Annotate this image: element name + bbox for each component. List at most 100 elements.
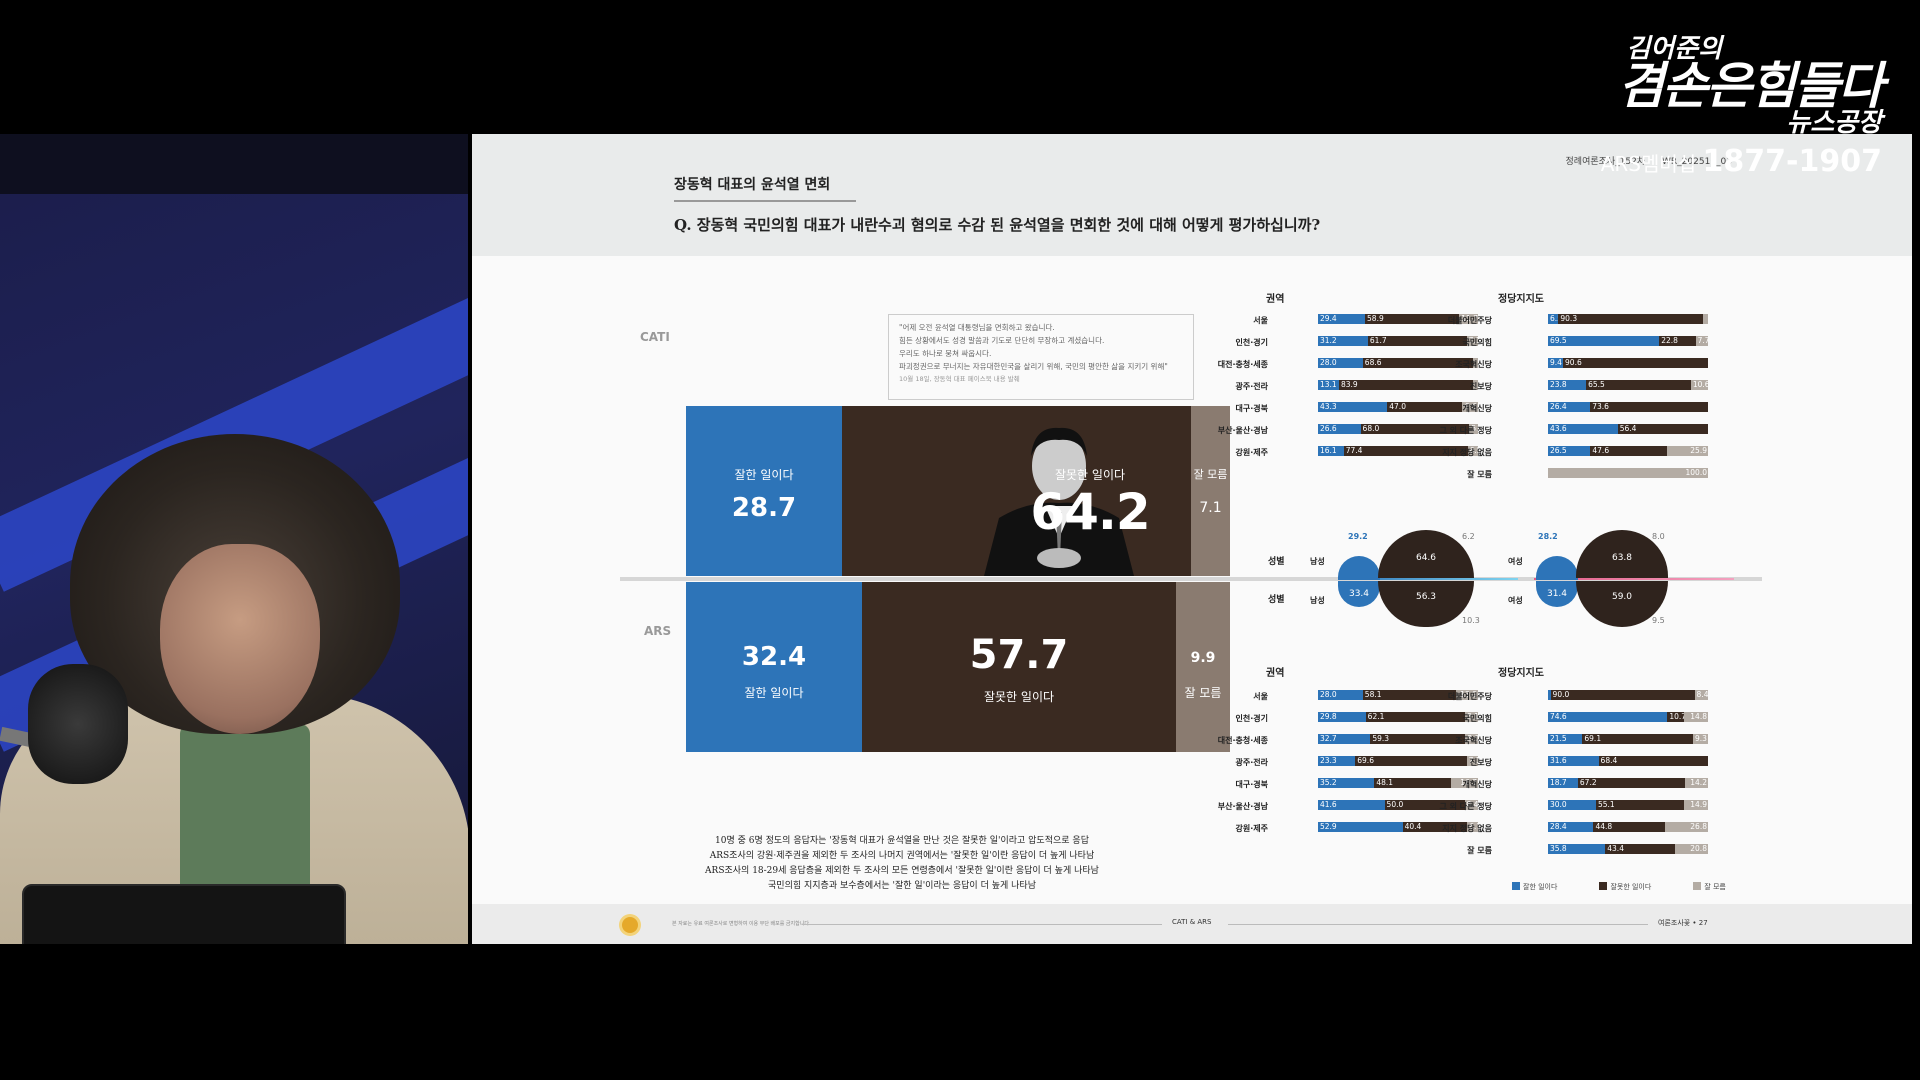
cati-party-bad-segment: 90.6	[1563, 358, 1708, 368]
ars-label: ARS	[644, 624, 672, 638]
footer-note: 본 자료는 유료 여론조사로 변형하여 이용 무단 배포를 금지합니다	[672, 921, 809, 927]
microphone	[28, 664, 128, 784]
cati-party-row-label: 국민의힘	[1462, 338, 1492, 347]
footer-rule	[802, 924, 1162, 925]
ars-male-dk-value: 10.3	[1462, 616, 1480, 625]
ars-region-good-segment: 32.7	[1318, 734, 1371, 744]
cati-party-dk-segment: 25.9	[1666, 446, 1708, 456]
legend-swatch	[1512, 882, 1520, 890]
ars-gender-title: 성별	[1268, 595, 1285, 605]
ars-party-bar: 18.7 67.2 14.2	[1548, 778, 1708, 788]
cati-region-bar: 29.4 58.9 11.7	[1318, 314, 1478, 324]
cati-region-good-segment: 29.4	[1318, 314, 1366, 324]
cati-region-bar: 13.1 83.9	[1318, 380, 1478, 390]
ars-party-row-label: 진보당	[1469, 758, 1492, 767]
camera-feed: 공 장 장	[0, 134, 468, 944]
ars-bad-segment: 57.7 잘못한 일이다	[862, 582, 1176, 752]
ars-party-title: 정당지지도	[1498, 668, 1544, 679]
ars-region-bad-segment: 48.1	[1374, 778, 1452, 788]
cati-female-label: 여성	[1508, 557, 1523, 566]
cati-party-good-segment: 23.8	[1548, 380, 1587, 390]
ars-female-good-value: 31.4	[1546, 589, 1568, 599]
ars-region-good-segment: 28.0	[1318, 690, 1363, 700]
ars-region-row-label: 부산·울산·경남	[1217, 802, 1268, 811]
ars-region-bad-segment: 58.1	[1362, 690, 1456, 700]
slide-subject: 장동혁 대표의 윤석열 면회	[674, 174, 856, 202]
cati-party-bad-segment: 47.6	[1590, 446, 1667, 456]
cati-region-dk-segment: 11.7	[1459, 314, 1478, 324]
cati-region-good-segment: 26.6	[1318, 424, 1361, 434]
cati-party-good-segment: 6.5	[1548, 314, 1559, 324]
cati-party-row-label: 개혁신당	[1462, 404, 1492, 413]
portrait-image	[979, 408, 1139, 576]
cati-party-dk-segment: 100.0	[1548, 468, 1708, 478]
cati-male-good-circle	[1338, 556, 1380, 580]
ars-main-bar: 32.4 잘한 일이다 57.7 잘못한 일이다 9.9 잘 모름	[686, 582, 1230, 752]
cati-region-bar: 28.0 68.6	[1318, 358, 1478, 368]
ars-party-good-segment: 21.5	[1548, 734, 1583, 744]
ars-region-good-segment: 29.8	[1318, 712, 1366, 722]
ars-region-dk-segment: 6.7	[1467, 822, 1478, 832]
ars-party-row-label: 개혁신당	[1462, 780, 1492, 789]
cati-region-row-label: 서울	[1253, 316, 1268, 325]
ars-region-bar: 32.7 59.3 8.0	[1318, 734, 1478, 744]
ars-region-bad-segment: 62.1	[1365, 712, 1466, 722]
legend-swatch	[1599, 882, 1608, 890]
poll-slide: 정례여론조사_152차 WR_202510_03 장동혁 대표의 윤석열 면회 …	[472, 134, 1912, 944]
cati-female-dk-value: 8.0	[1652, 532, 1665, 541]
ars-party-bar: 30.0 55.1 14.9	[1548, 800, 1708, 810]
ars-region-bar: 29.8 62.1 8.1	[1318, 712, 1478, 722]
ars-party-bad-segment: 67.2	[1577, 778, 1686, 788]
footer-rule	[1228, 924, 1648, 925]
cati-party-good-segment: 43.6	[1548, 424, 1618, 434]
cati-bad-value: 64.2	[1030, 483, 1150, 541]
cati-party-bad-segment: 65.5	[1586, 380, 1691, 390]
cati-dk-label: 잘 모름	[1193, 468, 1228, 481]
ars-party-good-segment: 74.6	[1548, 712, 1668, 722]
cati-bad-segment: 잘못한 일이다 64.2	[842, 406, 1191, 576]
cati-party-bar: 100.0	[1548, 468, 1708, 478]
cati-region-bad-segment: 61.7	[1367, 336, 1467, 346]
cati-party-bar: 9.4 90.6	[1548, 358, 1708, 368]
cati-party-title: 정당지지도	[1498, 294, 1544, 305]
cati-female-good-circle	[1536, 556, 1578, 580]
cati-region-good-segment: 28.0	[1318, 358, 1363, 368]
female-axis	[1534, 578, 1734, 580]
ars-party-bad-segment: 44.8	[1593, 822, 1666, 832]
cati-region-bar: 26.668.05.4	[1318, 424, 1478, 434]
cati-region-good-segment: 16.1	[1318, 446, 1344, 456]
cati-male-good-value: 29.2	[1348, 532, 1368, 541]
summary-line: ARS조사의 강원·제주권을 제외한 두 조사의 나머지 권역에서는 '잘못한 …	[709, 851, 1095, 861]
cati-party-bad-segment: 22.8	[1659, 336, 1696, 346]
cati-region-bar: 16.177.46.5	[1318, 446, 1478, 456]
ars-male-bad-circle: 56.3	[1378, 581, 1474, 627]
slide-footer: 본 자료는 유료 여론조사로 변형하여 이용 무단 배포를 금지합니다 CATI…	[472, 904, 1912, 944]
ars-region-good-segment: 52.9	[1318, 822, 1403, 832]
ars-region-bar: 28.0 58.1 13.9	[1318, 690, 1478, 700]
ars-party-bad-segment: 10.7	[1667, 712, 1685, 722]
ars-region-row-label: 강원·제주	[1235, 824, 1268, 833]
summary-line: ARS조사의 18-29세 응답층을 제외한 두 조사의 모든 연령층에서 '잘…	[705, 866, 1099, 876]
ars-region-row-label: 대전·충청·세종	[1217, 736, 1268, 745]
background-shelf	[0, 134, 468, 194]
sun-logo-icon	[622, 917, 638, 933]
legend-label: 잘 모름	[1704, 883, 1726, 891]
ars-female-dk-value: 9.5	[1652, 616, 1665, 625]
ars-region-dk-segment: 16.7	[1451, 778, 1478, 788]
ars-party-row-label: 지지 정당 없음	[1442, 824, 1492, 833]
cati-party-bar: 26.4 73.6	[1548, 402, 1708, 412]
membership-label: ARS멤버십	[1600, 152, 1697, 176]
ars-region-good-segment: 35.2	[1318, 778, 1375, 788]
cati-region-bar: 43.3 47.0 9.6	[1318, 402, 1478, 412]
cati-region-title: 권역	[1266, 294, 1285, 305]
cati-bad-label: 잘못한 일이다	[1054, 468, 1126, 482]
ars-male-good-circle: 33.4	[1338, 581, 1380, 607]
cati-party-bar: 6.590.3	[1548, 314, 1708, 324]
logo-line2: 겸손은힘들다	[1618, 57, 1884, 115]
legend-item-bad: 잘못한 일이다	[1599, 882, 1651, 892]
cati-party-row-label: 그 외 다른 정당	[1439, 426, 1492, 435]
ars-party-dk-segment: 26.8	[1665, 822, 1708, 832]
footer-page: 여론조사꽃 • 27	[1658, 919, 1708, 927]
cati-region-good-segment: 31.2	[1318, 336, 1368, 346]
footer-center: CATI & ARS	[1172, 918, 1212, 926]
